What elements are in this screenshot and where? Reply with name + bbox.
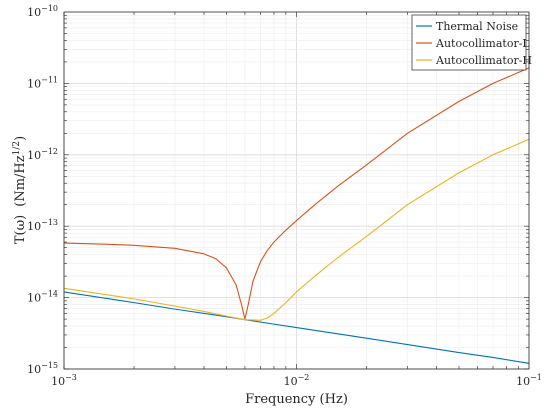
legend-label-autocollimator-l: Autocollimator-L xyxy=(435,37,530,50)
y-tick-label: 10−12 xyxy=(27,147,58,162)
legend: Thermal Noise Autocollimator-L Autocollima… xyxy=(411,14,532,71)
grid-lines xyxy=(63,12,529,370)
series-line-autocollimator-h xyxy=(63,138,530,321)
legend-label-thermal-noise: Thermal Noise xyxy=(436,20,518,33)
x-tick-label: 10−2 xyxy=(284,373,310,388)
x-tick-label: 10−1 xyxy=(516,373,542,388)
legend-label-autocollimator-h: Autocollimator-H xyxy=(435,54,532,67)
y-tick-label: 10−10 xyxy=(27,4,58,19)
series-line-thermal-noise xyxy=(63,291,530,364)
y-tick-label: 10−13 xyxy=(27,218,58,233)
y-tick-label: 10−15 xyxy=(27,361,58,376)
y-tick-label: 10−11 xyxy=(27,75,58,90)
series-line-autocollimator-l xyxy=(63,67,530,320)
y-axis-label-unit-exp: 1/2 xyxy=(12,141,22,155)
y-axis-label-unit: (Nm/Hz xyxy=(13,155,28,206)
y-axis-label: T(ω) (Nm/Hz1/2) xyxy=(12,136,28,244)
x-tick-label: 10−3 xyxy=(51,373,77,388)
series-group xyxy=(63,67,530,364)
y-axis-label-unit-close: ) xyxy=(13,136,28,141)
x-axis-label: Frequency (Hz) xyxy=(245,392,348,407)
tick-labels: 10−3 10−2 10−1 10−15 10−14 10−13 10−12 10−11 10−… xyxy=(27,4,542,388)
axis-ticks xyxy=(63,12,529,370)
y-tick-label: 10−14 xyxy=(27,290,58,305)
y-axis-label-main: T(ω) xyxy=(13,215,28,244)
